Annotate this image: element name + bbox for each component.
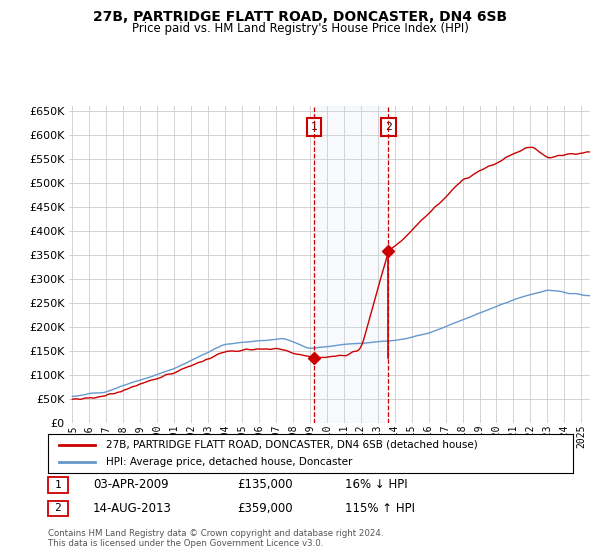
Text: HPI: Average price, detached house, Doncaster: HPI: Average price, detached house, Donc… — [106, 457, 352, 467]
Text: £359,000: £359,000 — [237, 502, 293, 515]
Text: Price paid vs. HM Land Registry's House Price Index (HPI): Price paid vs. HM Land Registry's House … — [131, 22, 469, 35]
Text: 2: 2 — [55, 503, 61, 514]
Text: 1: 1 — [55, 480, 61, 490]
Text: 27B, PARTRIDGE FLATT ROAD, DONCASTER, DN4 6SB (detached house): 27B, PARTRIDGE FLATT ROAD, DONCASTER, DN… — [106, 440, 478, 450]
Bar — [314, 106, 388, 423]
Text: 16% ↓ HPI: 16% ↓ HPI — [345, 478, 407, 492]
Text: 115% ↑ HPI: 115% ↑ HPI — [345, 502, 415, 515]
Text: 2: 2 — [385, 122, 392, 132]
Text: 03-APR-2009: 03-APR-2009 — [93, 478, 169, 492]
Text: 14-AUG-2013: 14-AUG-2013 — [93, 502, 172, 515]
Text: £135,000: £135,000 — [237, 478, 293, 492]
Text: 1: 1 — [311, 122, 317, 132]
Text: This data is licensed under the Open Government Licence v3.0.: This data is licensed under the Open Gov… — [48, 539, 323, 548]
Text: 27B, PARTRIDGE FLATT ROAD, DONCASTER, DN4 6SB: 27B, PARTRIDGE FLATT ROAD, DONCASTER, DN… — [93, 10, 507, 24]
Text: Contains HM Land Registry data © Crown copyright and database right 2024.: Contains HM Land Registry data © Crown c… — [48, 529, 383, 538]
